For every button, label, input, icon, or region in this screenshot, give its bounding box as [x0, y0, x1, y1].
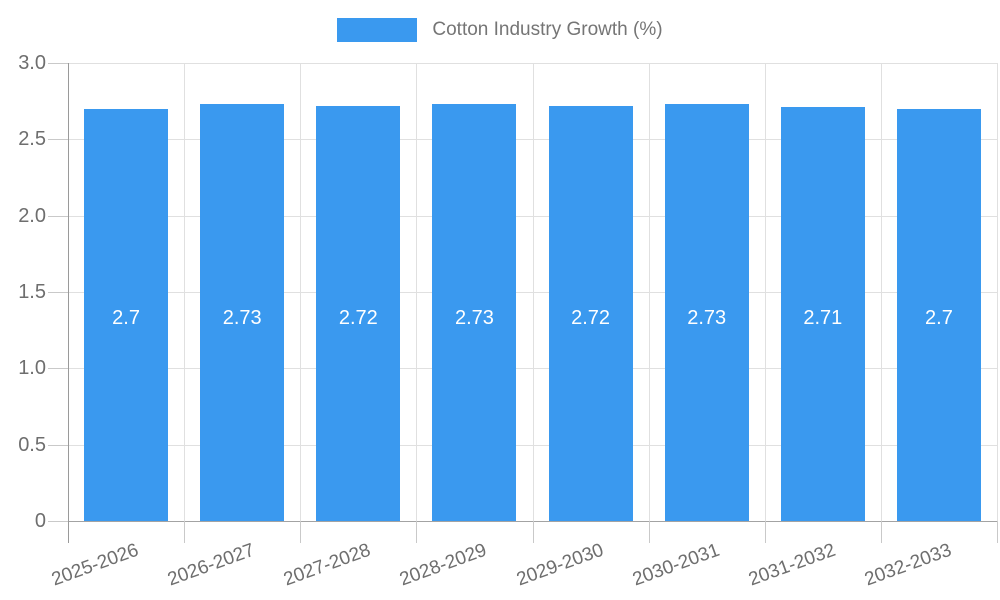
plot-area — [68, 63, 998, 521]
y-tick-mark — [48, 292, 68, 293]
x-tick-mark — [764, 521, 766, 543]
x-gridline — [300, 63, 302, 521]
x-tick-mark — [648, 521, 650, 543]
x-gridline — [880, 63, 882, 521]
x-gridline — [416, 63, 418, 521]
bar-2032-2033[interactable] — [896, 108, 981, 521]
y-tick-mark — [48, 63, 68, 64]
x-tick-mark — [532, 521, 534, 543]
x-tick-mark — [68, 521, 69, 543]
chart-legend[interactable]: Cotton Industry Growth (%) — [0, 18, 1000, 42]
y-axis-tick-label: 2.0 — [18, 204, 46, 227]
x-tick-mark — [300, 521, 302, 543]
x-tick-mark — [416, 521, 418, 543]
x-tick-mark — [997, 521, 998, 543]
y-tick-mark — [48, 139, 68, 141]
bar-2028-2029[interactable] — [432, 104, 517, 521]
bar-2027-2028[interactable] — [316, 105, 401, 521]
y-tick-mark — [48, 521, 68, 522]
x-gridline — [648, 63, 650, 521]
y-axis-tick-label: 3.0 — [18, 52, 46, 74]
legend-swatch-icon — [337, 18, 418, 42]
x-tick-mark — [880, 521, 882, 543]
y-tick-mark — [48, 368, 68, 370]
y-axis-tick-label: 0.5 — [18, 433, 46, 456]
x-gridline — [764, 63, 766, 521]
y-tick-mark — [48, 444, 68, 446]
bar-2029-2030[interactable] — [548, 105, 633, 521]
y-tick-mark — [48, 215, 68, 217]
y-axis-tick-label: 2.5 — [18, 128, 46, 151]
legend-label: Cotton Industry Growth (%) — [432, 19, 663, 40]
bar-2026-2027[interactable] — [200, 104, 285, 521]
y-axis-tick-label: 1.0 — [18, 357, 46, 380]
x-gridline — [184, 63, 186, 521]
x-gridline — [997, 63, 998, 521]
y-axis-tick-label: 0 — [34, 510, 46, 532]
y-axis-line — [68, 63, 69, 521]
bar-2031-2032[interactable] — [780, 107, 865, 521]
bar-2025-2026[interactable] — [84, 108, 169, 521]
x-gridline — [532, 63, 534, 521]
bar-2030-2031[interactable] — [664, 104, 749, 521]
y-axis-tick-label: 1.5 — [18, 281, 46, 303]
x-tick-mark — [184, 521, 186, 543]
